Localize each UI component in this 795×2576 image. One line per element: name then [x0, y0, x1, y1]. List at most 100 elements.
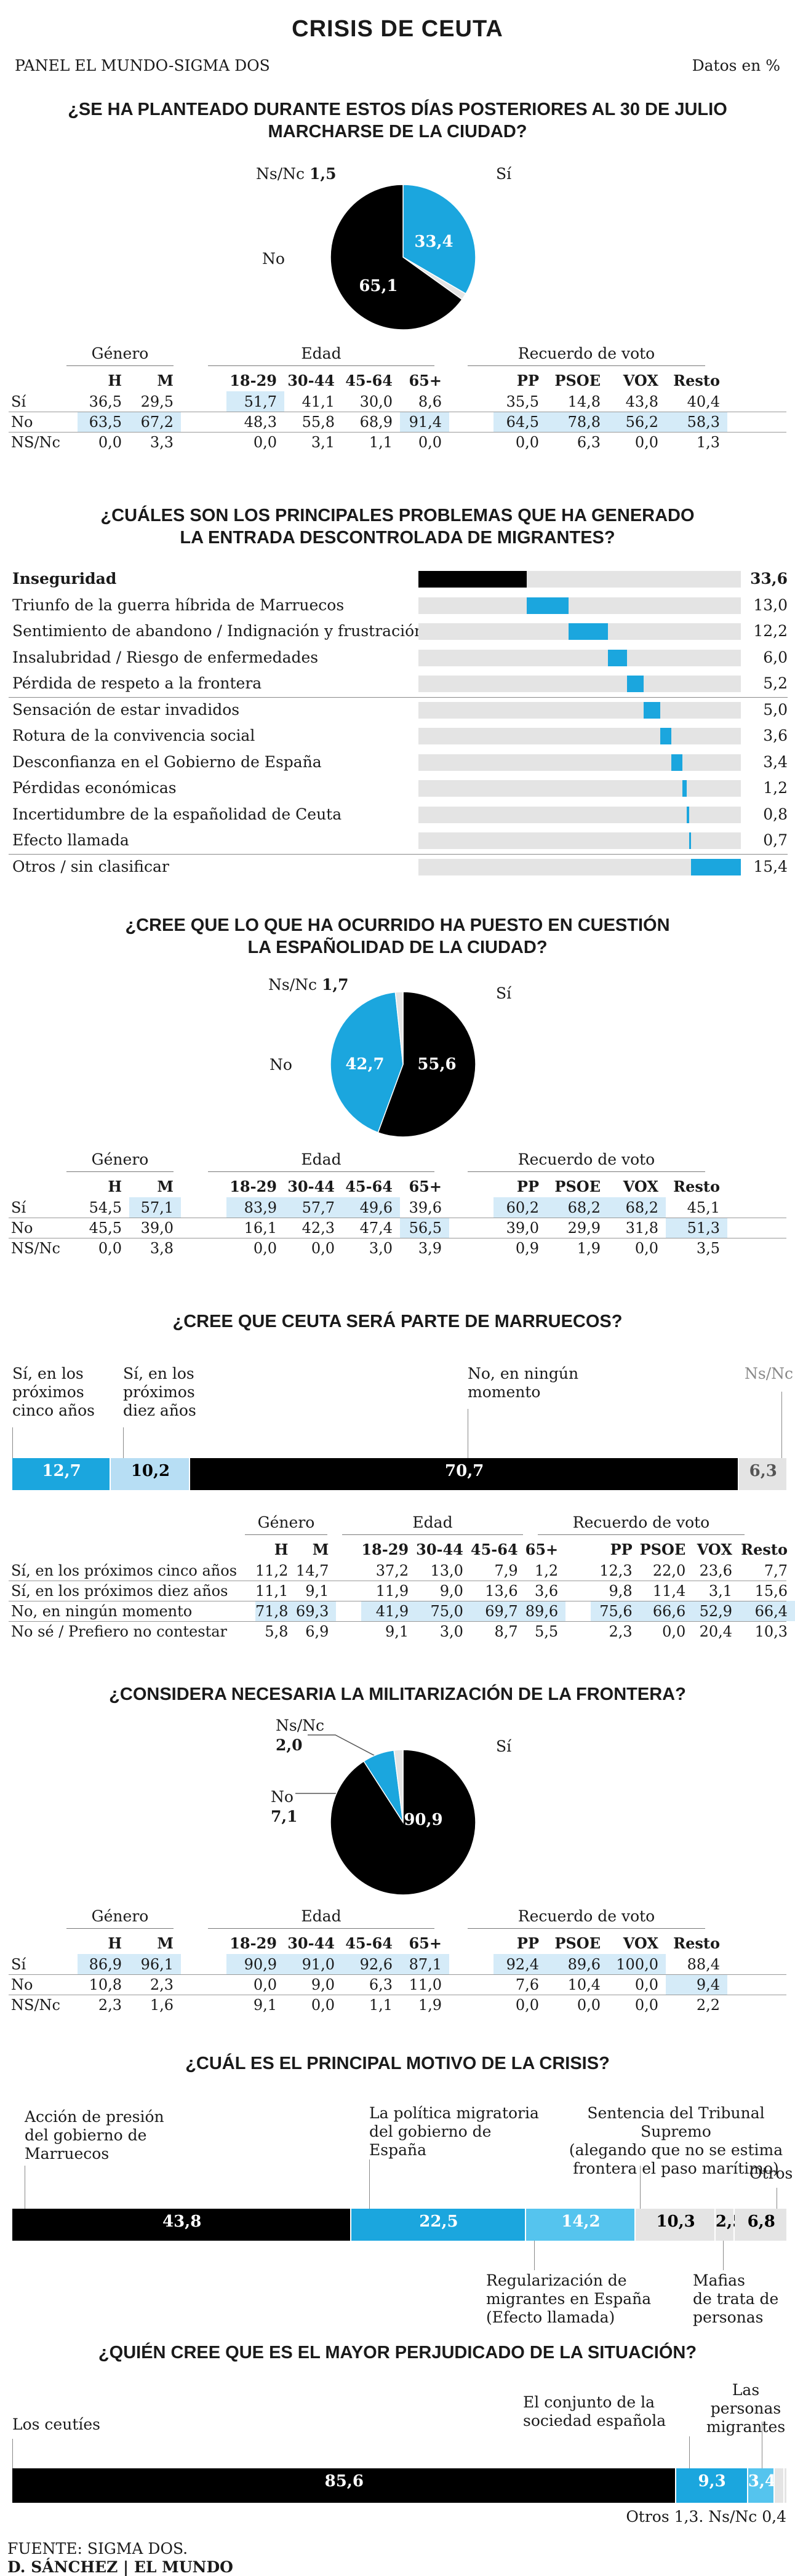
cell: 68,9 [359, 413, 393, 431]
cell: 3,0 [439, 1622, 463, 1640]
q2-bar [660, 728, 672, 744]
cell: 6,3 [369, 1976, 393, 1993]
cell: 11,9 [375, 1582, 409, 1600]
q5-table-wrap-rule-1 [9, 1974, 786, 1975]
col-header: 65+ [409, 1177, 442, 1195]
q6-label-accion: Acción de presión del gobierno de Marrueco… [25, 2108, 164, 2163]
q2-category-label: Rotura de la convivencia social [12, 727, 255, 744]
q3-table-wrap-group-genero-rule [66, 1171, 174, 1172]
q4-segment-name-2: No, en ningún momento [468, 1365, 578, 1402]
q4-table-wrap-rule-3 [9, 1621, 786, 1622]
cell: 54,5 [89, 1198, 122, 1216]
cell: 9,8 [609, 1582, 633, 1600]
q7-label-ceuties: Los ceutíes [12, 2415, 100, 2433]
q6-segment-label-0: 43,8 [162, 2212, 202, 2231]
cell: 91,4 [400, 412, 449, 432]
q3-table-wrap-table: H M 18-29 30-44 45-64 65+ PP PSOE VOX Resto Sí 54,5… [9, 1175, 727, 1258]
cell: 6,9 [305, 1622, 329, 1640]
row-label: No, en ningún momento [11, 1602, 193, 1620]
cell: 6,3 [577, 433, 601, 451]
footer-source: FUENTE: SIGMA DOS. [7, 2540, 188, 2558]
q3-table-wrap-group-voto-rule [468, 1171, 705, 1172]
main-title: CRISIS DE CEUTA [292, 16, 503, 42]
q6-segment-label-5: 6,8 [747, 2212, 775, 2231]
label-line: Sí, en los [123, 1365, 194, 1382]
cell: 3,0 [369, 1239, 393, 1257]
col-header: Resto [673, 1177, 720, 1195]
q3-nsnc-label: Ns/Nc 1,7 [268, 976, 349, 994]
col-header: PP [610, 1540, 633, 1558]
q7-segment-1 [676, 2468, 748, 2503]
cell: 2,3 [609, 1622, 633, 1640]
cell: 64,5 [493, 412, 546, 432]
col-header: M [157, 371, 174, 389]
col-header: M [157, 1934, 174, 1952]
q4-table-wrap-group-voto-rule [538, 1534, 745, 1535]
q5-table-wrap-group-voto-rule [468, 1928, 705, 1929]
table-row: Sí 86,9 96,1 90,9 91,0 92,6 87,1 92,4 89,6 100,0 8… [9, 1954, 727, 1974]
q2-question: ¿CUÁLES SON LOS PRINCIPALES PROBLEMAS QU… [100, 506, 695, 548]
label-line: La política migratoria [369, 2104, 539, 2122]
q1-table-wrap-group-genero: Género [91, 345, 149, 362]
q3-pie-chart: 55,6 42,7 [330, 991, 476, 1138]
cell: 51,7 [226, 391, 284, 412]
cell: 7,7 [764, 1561, 788, 1579]
cell: 0,0 [253, 1239, 277, 1257]
q2-value-label: 5,2 [763, 674, 788, 692]
q1-slice-0 [402, 184, 476, 295]
q5-no-value: 7,1 [271, 1808, 298, 1825]
cell: 69,3 [295, 1601, 337, 1621]
col-header: 65+ [409, 1934, 442, 1952]
cell: 8,7 [494, 1622, 518, 1640]
cell: 13,0 [430, 1561, 463, 1579]
q7-segment-4 [784, 2468, 788, 2503]
col-header: M [157, 1177, 174, 1195]
label-line: Regularización de [486, 2271, 627, 2289]
col-header: PP [516, 1934, 539, 1952]
q5-table-wrap-group-edad-rule [208, 1928, 434, 1929]
label-line: del gobierno de [369, 2123, 492, 2140]
col-header: H [108, 371, 122, 389]
cell: 9,1 [253, 1996, 277, 2014]
q2-value-label: 5,0 [763, 700, 788, 719]
label-line: migrantes [706, 2418, 786, 2436]
cell: 96,1 [129, 1954, 181, 1974]
q2-value-label: 0,8 [763, 805, 788, 823]
q5-nsnc-label: Ns/Nc [276, 1717, 325, 1734]
cell: 37,2 [375, 1561, 409, 1579]
cell: 56,5 [400, 1218, 449, 1238]
q2-bar [682, 780, 687, 797]
q6-tick-top-2 [640, 2166, 641, 2209]
label-line: No, en ningún [468, 1365, 579, 1382]
label-line: personas [693, 2308, 764, 2326]
q6-tick-top-1 [369, 2159, 370, 2209]
q2-value-label: 12,2 [753, 622, 788, 640]
col-header: H [274, 1540, 289, 1558]
q7-segment-0 [12, 2468, 676, 2503]
table-row: Sí, en los próximos diez años 11,1 9,1 11,9… [9, 1581, 795, 1601]
col-header: PSOE [639, 1540, 686, 1558]
q4-segment-name-0: Sí, en los próximos cinco años [12, 1365, 95, 1420]
label-line: El conjunto de la [523, 2393, 655, 2411]
q2-category-label: Pérdida de respeto a la frontera [12, 674, 262, 692]
cell: 13,6 [485, 1582, 518, 1600]
cell: 43,8 [625, 393, 658, 410]
row-label: Sí [11, 393, 26, 410]
cell: 92,6 [342, 1954, 400, 1974]
q7-segment-label-1: 9,3 [698, 2472, 726, 2490]
cell: 30,0 [359, 393, 393, 410]
cell: 12,3 [599, 1561, 633, 1579]
q4-segment-0 [12, 1458, 111, 1490]
cell: 58,3 [666, 412, 727, 432]
q4-table-wrap-group-voto: Recuerdo de voto [572, 1513, 710, 1531]
q2-bar [418, 571, 527, 588]
q3-table-wrap-group-edad: Edad [301, 1150, 342, 1168]
label-line: sociedad española [523, 2412, 666, 2430]
q2-category-label: Sentimiento de abandono / Indignación y … [12, 622, 425, 640]
label-line: Sentencia del Tribunal Supremo [587, 2104, 765, 2140]
cell: 29,9 [567, 1219, 601, 1237]
col-header: 45-64 [345, 1177, 393, 1195]
q1-table-wrap-group-genero-rule [66, 365, 174, 366]
q1-slice-label-2: 65,1 [359, 277, 398, 295]
